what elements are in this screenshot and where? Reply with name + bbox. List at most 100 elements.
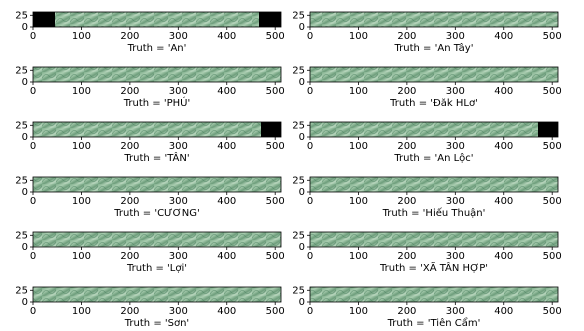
x-tick-label: 500 xyxy=(543,251,562,262)
x-tick-label: 100 xyxy=(349,251,368,262)
image xyxy=(33,287,281,302)
figure: 0100200300400500025Truth = 'An'010020030… xyxy=(0,0,584,331)
x-tick-label: 0 xyxy=(307,31,313,42)
x-tick-label: 200 xyxy=(120,141,139,152)
y-tick-label: 0 xyxy=(299,132,305,143)
x-tick-label: 400 xyxy=(494,141,513,152)
image xyxy=(310,67,558,82)
x-tick-label: 100 xyxy=(349,86,368,97)
image xyxy=(310,122,558,137)
x-axis-label: Truth = 'Hiếu Thuận' xyxy=(382,207,486,219)
x-tick-label: 300 xyxy=(446,31,465,42)
y-tick-label: 0 xyxy=(22,132,28,143)
x-tick-label: 300 xyxy=(446,196,465,207)
x-tick-label: 0 xyxy=(307,251,313,262)
image xyxy=(33,232,281,247)
y-tick-label: 25 xyxy=(15,285,28,296)
y-tick-label: 0 xyxy=(22,297,28,308)
x-axis-label: Truth = 'Sơn' xyxy=(124,318,189,329)
x-tick-label: 200 xyxy=(120,196,139,207)
image xyxy=(310,12,558,27)
image xyxy=(33,177,281,192)
x-axis-label: Truth = 'PHÚ' xyxy=(123,96,190,109)
x-tick-label: 0 xyxy=(30,31,36,42)
y-tick-label: 0 xyxy=(22,242,28,253)
x-tick-label: 200 xyxy=(397,86,416,97)
x-tick-label: 100 xyxy=(349,31,368,42)
x-tick-label: 100 xyxy=(349,306,368,317)
y-tick-label: 25 xyxy=(292,65,305,76)
x-tick-label: 0 xyxy=(307,141,313,152)
x-tick-label: 500 xyxy=(266,251,285,262)
y-tick-label: 25 xyxy=(15,10,28,21)
image xyxy=(33,12,281,27)
x-tick-label: 0 xyxy=(30,86,36,97)
x-tick-label: 100 xyxy=(349,141,368,152)
x-tick-label: 500 xyxy=(543,196,562,207)
x-tick-label: 300 xyxy=(169,196,188,207)
x-tick-label: 100 xyxy=(72,306,91,317)
y-tick-label: 25 xyxy=(292,10,305,21)
x-tick-label: 300 xyxy=(169,141,188,152)
x-tick-label: 500 xyxy=(543,141,562,152)
x-tick-label: 0 xyxy=(307,196,313,207)
x-tick-label: 200 xyxy=(397,196,416,207)
y-tick-label: 0 xyxy=(22,77,28,88)
x-tick-label: 400 xyxy=(494,306,513,317)
x-tick-label: 400 xyxy=(217,196,236,207)
x-tick-label: 400 xyxy=(217,306,236,317)
x-axis-label: Truth = 'Đăk HLơ' xyxy=(389,98,478,109)
y-tick-label: 0 xyxy=(299,242,305,253)
x-tick-label: 100 xyxy=(72,31,91,42)
x-tick-label: 0 xyxy=(30,196,36,207)
x-tick-label: 500 xyxy=(266,306,285,317)
x-tick-label: 300 xyxy=(446,306,465,317)
y-tick-label: 0 xyxy=(299,22,305,33)
y-tick-label: 0 xyxy=(299,297,305,308)
x-tick-label: 300 xyxy=(446,86,465,97)
x-tick-label: 200 xyxy=(397,251,416,262)
x-tick-label: 500 xyxy=(266,196,285,207)
x-tick-label: 500 xyxy=(543,31,562,42)
x-tick-label: 400 xyxy=(217,141,236,152)
x-tick-label: 500 xyxy=(266,31,285,42)
y-tick-label: 25 xyxy=(15,230,28,241)
x-tick-label: 200 xyxy=(397,306,416,317)
image-border xyxy=(33,12,55,27)
x-tick-label: 0 xyxy=(30,306,36,317)
x-tick-label: 100 xyxy=(349,196,368,207)
x-axis-label: Truth = 'An Tây' xyxy=(394,42,474,54)
x-tick-label: 100 xyxy=(72,86,91,97)
x-tick-label: 200 xyxy=(120,306,139,317)
x-tick-label: 100 xyxy=(72,251,91,262)
image xyxy=(310,177,558,192)
x-axis-label: Truth = 'Tiên Cẩm' xyxy=(387,316,481,329)
y-tick-label: 0 xyxy=(299,187,305,198)
x-axis-label: Truth = 'TÂN' xyxy=(123,151,189,164)
y-tick-label: 25 xyxy=(15,175,28,186)
x-tick-label: 500 xyxy=(543,306,562,317)
x-tick-label: 400 xyxy=(494,31,513,42)
x-tick-label: 200 xyxy=(120,31,139,42)
x-tick-label: 0 xyxy=(307,86,313,97)
image xyxy=(33,67,281,82)
y-tick-label: 0 xyxy=(22,187,28,198)
x-tick-label: 200 xyxy=(120,251,139,262)
x-axis-label: Truth = 'XÃ TÂN HỢP' xyxy=(379,261,488,274)
x-tick-label: 500 xyxy=(543,86,562,97)
x-tick-label: 400 xyxy=(217,251,236,262)
x-tick-label: 0 xyxy=(30,251,36,262)
y-tick-label: 25 xyxy=(15,65,28,76)
image-border xyxy=(261,122,281,137)
x-tick-label: 0 xyxy=(307,306,313,317)
x-tick-label: 300 xyxy=(446,251,465,262)
y-tick-label: 0 xyxy=(22,22,28,33)
x-tick-label: 400 xyxy=(494,86,513,97)
x-tick-label: 300 xyxy=(446,141,465,152)
x-tick-label: 500 xyxy=(266,141,285,152)
y-tick-label: 25 xyxy=(15,120,28,131)
y-tick-label: 25 xyxy=(292,230,305,241)
y-tick-label: 0 xyxy=(299,77,305,88)
x-tick-label: 400 xyxy=(217,86,236,97)
x-tick-label: 200 xyxy=(120,86,139,97)
